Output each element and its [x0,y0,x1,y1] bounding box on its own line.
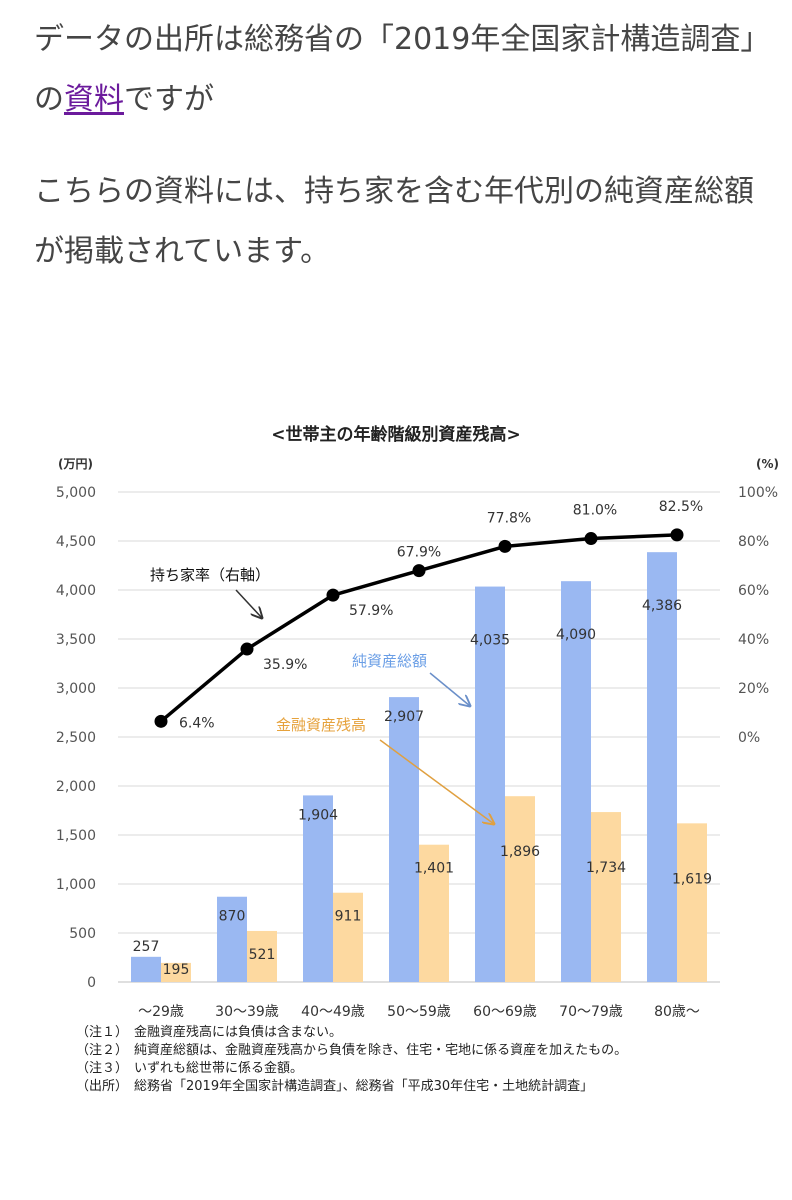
chart-notes: （注１） 金融資産残高には負債は含まない。 （注２） 純資産総額は、金融資産残高から… [76,1024,776,1096]
source-link[interactable]: 資料 [64,82,124,117]
ownership-rate-label: 77.8% [487,510,531,526]
net-assets-label: 4,090 [556,627,596,643]
net-assets-label: 4,035 [470,633,510,649]
y-tick-label: 3,500 [56,632,96,648]
financial-assets-bar [247,930,277,982]
financial-assets-label: 521 [249,947,276,963]
ownership-annotation-arrow [235,589,262,618]
chart-title: <世帯主の年齢階級別資産残高> [271,424,521,445]
net-assets-label: 870 [219,909,246,925]
y2-tick-label: 20% [738,681,769,697]
x-tick-label: 70～79歳 [559,1004,623,1020]
ownership-rate-label: 82.5% [659,499,703,515]
financial-assets-bar [419,844,449,982]
ownership-rate-point [326,588,340,602]
financial-assets-annotation-arrow [379,739,494,824]
net-assets-bar [217,896,247,982]
net-assets-bar [561,581,591,982]
note-label: （注３） [76,1061,129,1076]
note-text: 総務省「2019年全国家計構造調査」、総務省「平成30年住宅・土地統計調査」 [134,1079,594,1094]
y2-axis-unit-label: (%) [756,457,779,471]
note-text: 純資産総額は、金融資産残高から負債を除き、住宅・宅地に係る資産を加えたもの。 [134,1043,628,1058]
ownership-rate-point [412,564,426,578]
x-tick-label: 30～39歳 [215,1004,279,1020]
ownership-rate-label: 35.9% [263,657,307,673]
x-tick-label: 80歳～ [654,1004,700,1020]
financial-assets-label: 1,401 [414,861,454,877]
y-tick-label: 2,500 [56,730,96,746]
net-assets-label: 257 [133,939,160,955]
y-tick-label: 1,000 [56,877,96,893]
paragraph-description: こちらの資料には、持ち家を含む年代別の純資産総額が掲載されています。 [34,174,754,269]
ownership-rate-label: 81.0% [573,503,617,519]
note-label: （注２） [76,1043,129,1058]
ownership-annotation: 持ち家率（右軸） [150,566,270,584]
ownership-rate-point [584,532,598,546]
ownership-rate-line [159,533,678,723]
article-body: データの出所は総務省の「2019年全国家計構造調査」の資料ですが こちらの資料に… [34,10,764,282]
paragraph-source-text: データの出所は総務省の「2019年全国家計構造調査」の [34,22,756,117]
financial-assets-bar [333,892,363,982]
y-tick-label: 500 [69,926,96,942]
x-tick-label: ～29歳 [138,1004,184,1020]
financial-assets-label: 1,734 [586,860,626,876]
note-source: （出所） 総務省「2019年全国家計構造調査」、総務省「平成30年住宅・土地統計調… [76,1078,776,1096]
note-label: （注１） [76,1025,129,1040]
financial-assets-bar [161,962,191,982]
y-axis-unit-label: (万円) [58,457,93,471]
net-assets-annotation-arrow [429,672,470,706]
net-assets-label: 1,904 [298,807,338,823]
x-tick-label: 60～69歳 [473,1004,537,1020]
net-assets-bar [647,552,677,982]
y2-tick-label: 80% [738,534,769,550]
x-tick-label: 40～49歳 [301,1004,365,1020]
y2-tick-label: 60% [738,583,769,599]
note-2: （注２） 純資産総額は、金融資産残高から負債を除き、住宅・宅地に係る資産を加えたも… [76,1042,776,1060]
net-assets-bar [389,697,419,982]
ownership-rate-point [498,539,512,553]
financial-assets-label: 1,896 [500,844,540,860]
financial-assets-bar [677,823,707,982]
net-assets-bar [131,956,161,982]
financial-assets-label: 1,619 [672,871,712,887]
asset-balance-chart: <世帯主の年齢階級別資産残高> (万円) (%) 0 500 1,000 1,500 2,00… [56,424,779,1020]
y-tick-label: 3,000 [56,681,96,697]
paragraph-source: データの出所は総務省の「2019年全国家計構造調査」の資料ですが [34,10,764,130]
y2-tick-label: 0% [738,730,760,746]
ownership-rate-label: 57.9% [349,603,393,619]
financial-assets-label: 195 [163,962,190,978]
paragraph-source-tail: ですが [124,82,214,117]
net-assets-label: 4,386 [642,598,682,614]
ownership-rate-label: 6.4% [179,715,215,731]
ownership-rate-point [154,714,168,728]
note-text: 金融資産残高には負債は含まない。 [134,1025,343,1040]
y2-tick-label: 100% [738,485,778,501]
ownership-rate-point [670,528,684,542]
x-tick-label: 50～59歳 [387,1004,451,1020]
financial-assets-label: 911 [335,909,362,925]
y-tick-label: 5,000 [56,485,96,501]
note-text: いずれも総世帯に係る金額。 [134,1061,304,1076]
y-tick-label: 2,000 [56,779,96,795]
financial-assets-bar [591,812,621,982]
net-assets-label: 2,907 [384,709,424,725]
y-tick-label: 4,000 [56,583,96,599]
y2-tick-label: 40% [738,632,769,648]
note-label: （出所） [76,1079,129,1094]
financial-assets-bar [505,796,535,982]
financial-assets-annotation: 金融資産残高 [276,716,366,734]
ownership-rate-label: 67.9% [397,545,441,561]
note-3: （注３） いずれも総世帯に係る金額。 [76,1060,776,1078]
net-assets-bar [475,586,505,982]
net-assets-annotation: 純資産総額 [352,652,427,670]
y-tick-label: 4,500 [56,534,96,550]
note-1: （注１） 金融資産残高には負債は含まない。 [76,1024,776,1042]
y-tick-label: 0 [87,975,96,991]
y-tick-label: 1,500 [56,828,96,844]
ownership-rate-point [240,642,254,656]
net-assets-bar [303,795,333,982]
